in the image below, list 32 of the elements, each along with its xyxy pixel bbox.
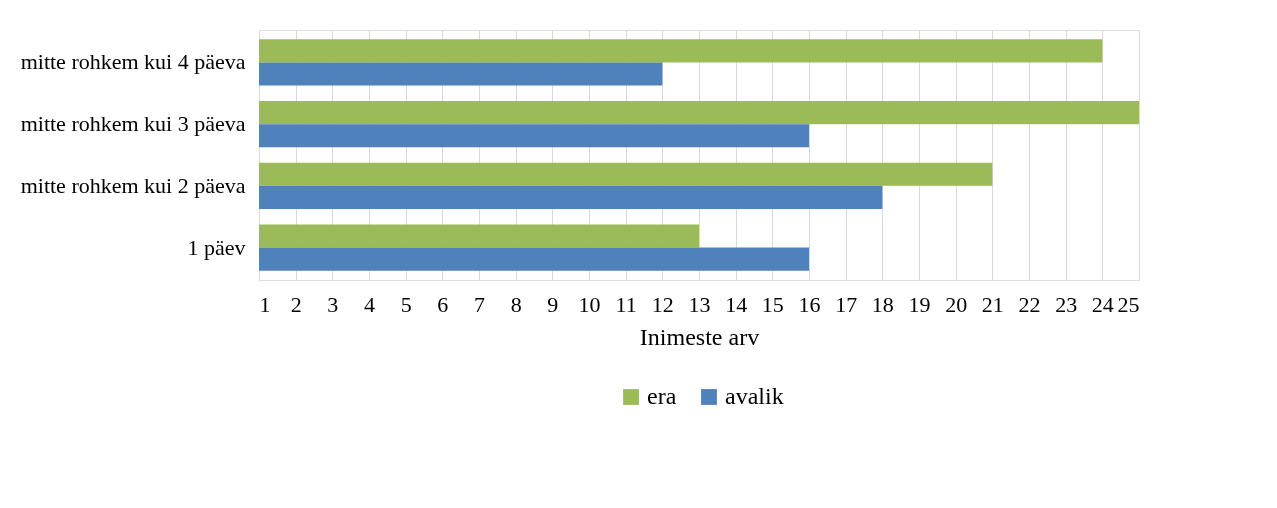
x-tick-label: 22 xyxy=(1018,291,1041,317)
x-tick-label: 8 xyxy=(510,291,522,317)
x-tick-label: 19 xyxy=(908,291,931,317)
x-tick-label: 18 xyxy=(871,291,894,317)
x-tick-label: 16 xyxy=(798,291,821,317)
x-tick-label: 23 xyxy=(1055,291,1078,317)
x-tick-label: 1 xyxy=(259,291,271,317)
x-tick-label: 25 xyxy=(1117,291,1140,317)
x-tick-label: 2 xyxy=(290,291,302,317)
x-tick-label: 21 xyxy=(981,291,1004,317)
x-tick-label: 10 xyxy=(578,291,601,317)
x-tick-label: 17 xyxy=(835,291,858,317)
legend-label: era xyxy=(647,383,677,409)
y-tick-label: mitte rohkem kui 3 päeva xyxy=(20,111,246,137)
x-tick-label: 5 xyxy=(400,291,412,317)
x-tick-label: 7 xyxy=(474,291,485,317)
x-tick-label: 4 xyxy=(364,291,375,317)
x-tick-label: 6 xyxy=(437,291,449,317)
x-tick-label: 3 xyxy=(327,291,339,317)
x-tick-label: 12 xyxy=(651,291,674,317)
y-tick-label: 1 päev xyxy=(187,234,246,260)
x-axis-title: Inimeste arv xyxy=(639,323,760,350)
x-tick-label: 14 xyxy=(725,291,748,317)
x-tick-label: 9 xyxy=(547,291,559,317)
y-tick-label: mitte rohkem kui 4 päeva xyxy=(20,49,246,75)
y-tick-label: mitte rohkem kui 2 päeva xyxy=(20,172,246,198)
x-tick-label: 20 xyxy=(945,291,968,317)
x-tick-label: 11 xyxy=(615,291,637,317)
x-tick-label: 13 xyxy=(688,291,711,317)
legend-label: avalik xyxy=(725,383,784,409)
x-tick-label: 24 xyxy=(1091,291,1114,317)
x-tick-label: 15 xyxy=(761,291,784,317)
